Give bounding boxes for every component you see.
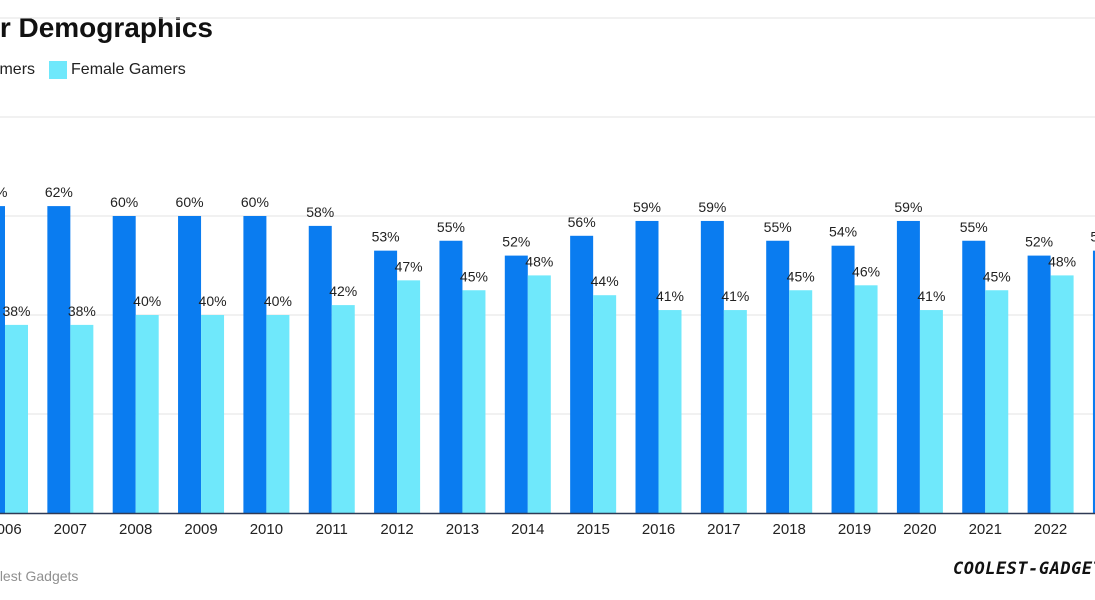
data-label-male: 56%: [568, 214, 596, 230]
bar-male: [47, 206, 71, 513]
x-tick-label: 2012: [380, 521, 413, 538]
bar-male: [374, 250, 398, 513]
data-label-male: 55%: [764, 219, 792, 235]
data-label-male: 55%: [437, 219, 465, 235]
bar-female: [5, 324, 28, 513]
data-label-male: 53%: [1090, 229, 1095, 245]
data-label-female: 42%: [329, 283, 357, 299]
data-label-female: 38%: [2, 303, 30, 319]
data-label-male: 52%: [1025, 234, 1053, 250]
bar-male: [243, 216, 267, 513]
bar-male: [112, 216, 136, 513]
x-tick-label: 2006: [0, 521, 22, 538]
bar-female: [985, 290, 1009, 513]
data-label-female: 38%: [68, 303, 96, 319]
x-tick-label: 2011: [316, 521, 348, 538]
bar-female: [723, 310, 747, 513]
x-tick-label: 2018: [773, 521, 806, 538]
data-label-female: 44%: [591, 273, 619, 289]
bar-male: [831, 245, 855, 513]
bar-female: [397, 280, 421, 513]
bar-male: [570, 235, 594, 514]
x-tick-label: 2021: [969, 521, 1002, 538]
bar-male: [504, 255, 528, 513]
bar-female: [266, 315, 290, 513]
legend-swatch-female: [49, 61, 68, 79]
bar-male: [962, 240, 986, 513]
bar-male: [896, 220, 920, 513]
x-tick-label: 2022: [1034, 521, 1067, 538]
data-label-female: 45%: [460, 268, 488, 284]
bar-male: [1027, 255, 1051, 513]
data-label-female: 48%: [1048, 253, 1076, 269]
bar-female: [462, 290, 486, 513]
x-tick-label: 2015: [576, 521, 609, 538]
x-tick-label: 2008: [119, 521, 152, 538]
bar-male: [439, 240, 463, 513]
bar-female: [854, 285, 878, 513]
bar-female: [919, 310, 943, 513]
x-tick-label: 2017: [707, 521, 740, 538]
data-label-female: 40%: [133, 293, 161, 309]
bar-male: [308, 225, 332, 513]
data-label-male: 54%: [829, 224, 857, 240]
x-tick-label: 2020: [903, 521, 936, 538]
data-label-male: 59%: [894, 199, 922, 215]
legend-label-male: Male Gamers: [0, 61, 36, 78]
data-label-male: 52%: [502, 234, 530, 250]
data-label-male: 59%: [698, 199, 726, 215]
source-text: Source: Coolest Gadgets: [0, 568, 79, 584]
data-label-male: 60%: [176, 194, 204, 210]
data-label-female: 41%: [721, 288, 749, 304]
data-label-female: 40%: [199, 293, 227, 309]
bar-male: [766, 240, 790, 513]
data-label-female: 41%: [917, 288, 945, 304]
bar-male: [635, 220, 659, 513]
bar-female: [70, 324, 94, 513]
data-label-female: 41%: [656, 288, 684, 304]
data-label-female: 40%: [264, 293, 292, 309]
x-tick-label: 2016: [642, 521, 675, 538]
bar-male: [0, 206, 5, 513]
data-label-female: 45%: [983, 268, 1011, 284]
x-tick-label: 2014: [511, 521, 544, 538]
bar-female: [593, 295, 617, 513]
x-tick-label: 2013: [446, 521, 479, 538]
legend-item-male: Male Gamers: [0, 61, 35, 79]
data-label-female: 47%: [395, 258, 423, 274]
bar-female: [789, 290, 813, 513]
bar-female: [135, 315, 159, 513]
data-label-female: 45%: [787, 268, 815, 284]
bar-female: [331, 305, 355, 513]
legend-item-female: Female Gamers: [49, 61, 186, 79]
bar-male: [1092, 250, 1095, 513]
x-tick-label: 2019: [838, 521, 871, 538]
brand-logo: COOLEST-GADGETS: [953, 559, 1095, 579]
data-label-male: 58%: [306, 204, 334, 220]
data-label-male: 62%: [45, 184, 73, 200]
data-label-female: 48%: [525, 253, 553, 269]
legend-label-female: Female Gamers: [71, 61, 186, 78]
x-tick-label: 2009: [184, 521, 217, 538]
data-label-male: 53%: [372, 229, 400, 245]
chart-title: Gamer Demographics: [0, 12, 213, 43]
bar-male: [700, 220, 724, 513]
bar-female: [201, 315, 225, 513]
data-label-male: 60%: [241, 194, 269, 210]
bar-male: [178, 216, 202, 513]
bar-female: [658, 310, 682, 513]
data-label-female: 46%: [852, 263, 880, 279]
bar-female: [1050, 275, 1074, 513]
bar-female: [527, 275, 551, 513]
data-label-male: 59%: [633, 199, 661, 215]
x-tick-label: 2010: [250, 521, 283, 538]
x-tick-label: 2007: [54, 521, 87, 538]
data-label-male: 55%: [960, 219, 988, 235]
chart-legend: Male Gamers Female Gamers: [0, 60, 200, 80]
data-label-male: 62%: [0, 184, 8, 200]
data-label-male: 60%: [110, 194, 138, 210]
